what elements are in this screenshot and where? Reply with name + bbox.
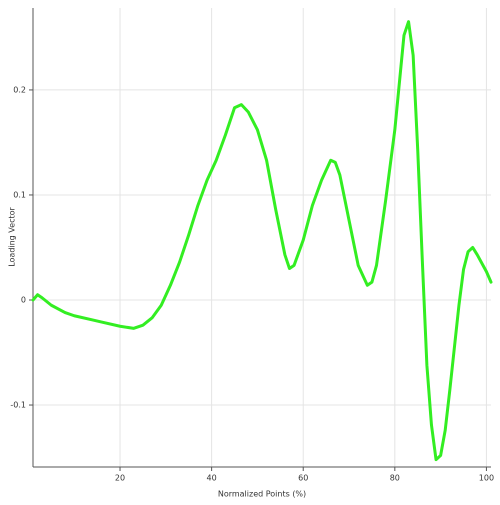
x-tick-label: 80: [390, 474, 400, 483]
y-tick-label: 0.2: [13, 85, 26, 94]
x-tick-label: 40: [207, 474, 217, 483]
y-tick-label: 0.1: [13, 190, 26, 199]
x-tick-label: 60: [298, 474, 308, 483]
y-axis-label: Loading Vector: [8, 206, 17, 266]
y-tick-label: -0.1: [10, 401, 26, 410]
x-axis-label: Normalized Points (%): [218, 490, 306, 499]
data-line: [31, 20, 493, 462]
y-tick-label: 0: [21, 295, 26, 304]
x-tick-label: 100: [479, 474, 494, 483]
x-tick-label: 20: [115, 474, 125, 483]
